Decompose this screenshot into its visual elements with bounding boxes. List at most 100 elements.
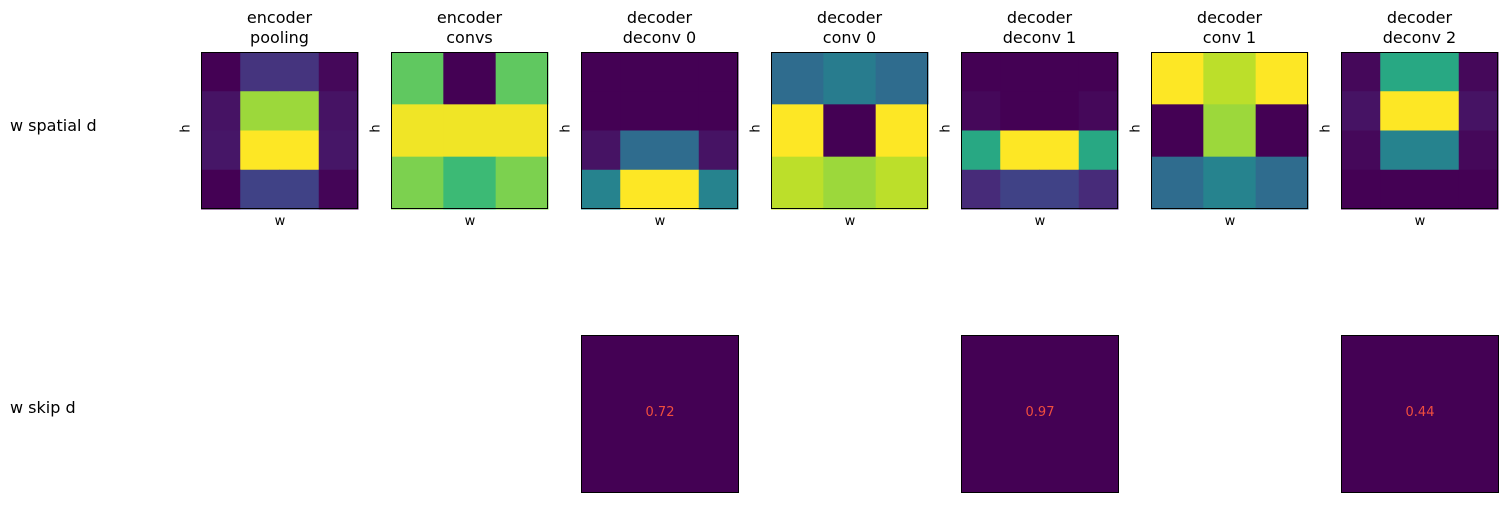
heatmap-panel	[961, 52, 1119, 210]
x-axis-label: w	[1034, 214, 1046, 229]
x-axis-label: w	[464, 214, 476, 229]
panel-title: decoder conv 0	[760, 8, 940, 48]
heatmap-cell	[581, 52, 621, 92]
heatmap-cell	[201, 91, 241, 131]
heatmap-cell	[495, 52, 549, 105]
skip-panel	[1341, 335, 1499, 493]
panel-title-line: conv 1	[1202, 28, 1257, 47]
heatmap-panel	[1151, 52, 1309, 210]
heatmap-cell	[620, 91, 700, 131]
panel-title: decoder deconv 0	[570, 8, 750, 48]
heatmap-cell	[875, 52, 929, 105]
heatmap-panel	[771, 52, 929, 210]
heatmap-cell	[1203, 52, 1257, 105]
heatmap-cell	[1078, 91, 1119, 131]
skip-cell	[581, 335, 739, 493]
heatmap-cell	[1078, 130, 1119, 171]
heatmap-panel	[581, 52, 739, 210]
heatmap-cell	[240, 130, 280, 171]
heatmap-cell	[1203, 104, 1257, 158]
heatmap-cell	[1380, 52, 1460, 92]
heatmap-cell	[1255, 52, 1309, 105]
heatmap-panel	[391, 52, 549, 210]
heatmap-cell	[961, 130, 1001, 171]
heatmap-cell	[698, 91, 739, 131]
heatmap-border	[1341, 52, 1498, 209]
heatmap-cell	[279, 91, 320, 131]
heatmap-cell	[1380, 169, 1460, 210]
heatmap-cell	[1341, 52, 1381, 92]
x-axis-label: w	[654, 214, 666, 229]
heatmap-cell	[391, 52, 444, 105]
y-axis-label: h	[1318, 123, 1334, 133]
heatmap-cell	[1151, 52, 1204, 105]
heatmap-cell	[391, 156, 444, 210]
panel-title-line: convs	[446, 28, 493, 47]
y-axis-label: h	[368, 123, 384, 133]
panel-title-line: decoder	[626, 8, 693, 27]
y-axis-label: h	[558, 123, 574, 133]
heatmap-cell	[1341, 130, 1381, 171]
panel-title-line: decoder	[1006, 8, 1073, 27]
panel-title-line: decoder	[816, 8, 883, 27]
panel-title-line: encoder	[246, 8, 313, 27]
heatmap-cell	[1151, 104, 1204, 158]
panel-title-line: deconv 2	[1382, 28, 1457, 47]
heatmap-cell	[875, 104, 929, 158]
heatmap-cell	[1341, 91, 1381, 131]
y-axis-label: h	[938, 123, 954, 133]
skip-panel	[961, 335, 1119, 493]
panel-title: encoder pooling	[190, 8, 370, 48]
heatmap-border	[201, 52, 358, 209]
x-axis-label: w	[844, 214, 856, 229]
heatmap-cell	[581, 91, 621, 131]
heatmap-cell	[443, 156, 497, 210]
skip-value-label: 0.72	[645, 404, 675, 420]
heatmap-panel	[201, 52, 359, 210]
heatmap-cell	[391, 104, 444, 158]
heatmap-border	[1151, 52, 1308, 209]
heatmap-cell	[1000, 130, 1040, 171]
heatmap-cell	[279, 52, 320, 92]
heatmap-cell	[240, 169, 280, 210]
heatmap-cell	[318, 52, 359, 92]
heatmap-cell	[875, 156, 929, 210]
heatmap-cell	[1255, 104, 1309, 158]
heatmap-cell	[318, 91, 359, 131]
heatmap-cell	[620, 130, 700, 171]
heatmap-cell	[279, 130, 320, 171]
row-label-skip: w skip d	[10, 398, 76, 417]
skip-panel	[581, 335, 739, 493]
heatmap-cell	[1458, 52, 1499, 92]
heatmap-cell	[1039, 130, 1080, 171]
panel-title-line: pooling	[250, 28, 309, 47]
skip-cell	[961, 335, 1119, 493]
y-axis-label: h	[178, 123, 194, 133]
heatmap-cell	[201, 130, 241, 171]
y-axis-label: h	[1128, 123, 1144, 133]
heatmap-cell	[771, 156, 824, 210]
heatmap-cell	[1255, 156, 1309, 210]
heatmap-cell	[581, 169, 621, 210]
heatmap-cell	[1078, 52, 1119, 92]
heatmap-cell	[1078, 169, 1119, 210]
heatmap-cell	[318, 169, 359, 210]
heatmap-cell	[620, 52, 700, 92]
panel-title: decoder deconv 1	[950, 8, 1130, 48]
heatmap-cell	[1458, 91, 1499, 131]
panel-title-line: deconv 0	[622, 28, 697, 47]
heatmap-cell	[1458, 130, 1499, 171]
heatmap-cell	[771, 52, 824, 105]
heatmap-cell	[1458, 169, 1499, 210]
y-axis-label: h	[748, 123, 764, 133]
heatmap-cell	[443, 52, 497, 105]
heatmap-cell	[581, 130, 621, 171]
heatmap-cell	[961, 91, 1001, 131]
skip-cell	[1341, 335, 1499, 493]
heatmap-cell	[1380, 130, 1460, 171]
heatmap-cell	[823, 156, 877, 210]
heatmap-cell	[201, 52, 241, 92]
heatmap-cell	[1039, 91, 1080, 131]
heatmap-cell	[620, 169, 700, 210]
heatmap-cell	[240, 91, 280, 131]
